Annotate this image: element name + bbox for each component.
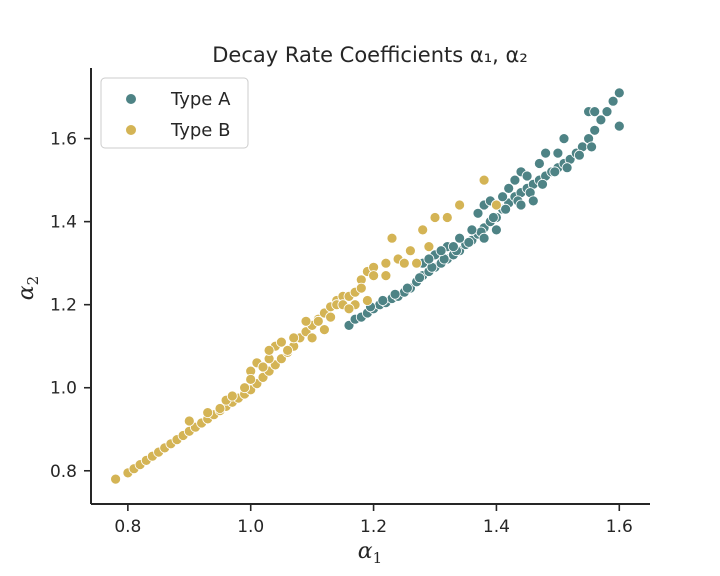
point-type-a-47: [389, 288, 401, 300]
point-type-b-76: [423, 241, 435, 253]
y-tick-label-0: 0.8: [50, 462, 77, 482]
point-type-b-46: [429, 212, 441, 223]
legend-marker-type-a: [126, 94, 136, 104]
point-type-b-65: [318, 324, 330, 336]
legend-label-type-a: Type A: [170, 89, 231, 110]
point-type-b-45: [417, 224, 429, 236]
point-type-a-77: [521, 170, 533, 182]
x-tick-label-3: 1.4: [483, 517, 510, 537]
point-type-b-71: [368, 270, 380, 282]
point-type-a-48: [401, 282, 413, 294]
y-tick-label-2: 1.2: [50, 296, 77, 316]
point-type-b-74: [398, 257, 410, 269]
point-type-b-51: [183, 415, 195, 427]
point-type-a-62: [574, 149, 585, 161]
point-type-a-53: [463, 236, 475, 248]
point-type-a-43: [607, 95, 619, 107]
point-type-a-59: [537, 178, 548, 190]
point-type-b-54: [239, 382, 251, 394]
point-type-a-68: [466, 224, 478, 236]
point-type-b-78: [282, 344, 294, 356]
legend-box: [100, 77, 249, 149]
point-type-a-55: [487, 212, 499, 223]
point-type-a-46: [377, 295, 389, 306]
x-ticks: 0.8 1.0 1.2 1.4 1.6: [114, 504, 633, 537]
point-type-b-73: [386, 232, 398, 244]
point-type-a-73: [497, 191, 509, 203]
point-type-a-61: [561, 162, 573, 174]
point-type-b-60: [275, 336, 287, 348]
point-type-a-81: [558, 133, 570, 145]
point-type-a-85: [527, 195, 539, 207]
point-type-b-72: [380, 270, 392, 282]
point-type-b-75: [411, 257, 423, 269]
point-type-a-90: [435, 245, 447, 257]
point-type-b-64: [312, 315, 324, 327]
point-type-b-61: [288, 332, 300, 344]
point-type-b-62: [300, 315, 312, 327]
point-type-a-40: [589, 124, 601, 136]
point-type-a-74: [503, 182, 515, 194]
y-tick-label-1: 1.0: [50, 379, 77, 399]
point-type-a-88: [478, 232, 490, 244]
point-type-b-63: [306, 332, 318, 344]
point-type-b-47: [441, 212, 453, 223]
point-type-b-57: [257, 361, 269, 373]
y-tick-label-4: 1.6: [50, 130, 77, 150]
point-type-a-56: [500, 203, 512, 215]
point-type-a-42: [601, 106, 613, 117]
point-type-a-89: [447, 241, 459, 253]
point-type-b-66: [325, 311, 337, 323]
point-type-b-50: [490, 199, 502, 211]
chart-title: Decay Rate Coefficients α₁, α₂: [212, 43, 528, 67]
y-ticks: 0.8 1.0 1.2 1.4 1.6: [50, 130, 91, 482]
legend: Type A Type B: [100, 77, 249, 149]
x-tick-label-0: 0.8: [114, 517, 141, 537]
points-layer: [110, 87, 625, 485]
x-tick-label-2: 1.2: [360, 517, 387, 537]
point-type-a-91: [423, 253, 435, 265]
y-tick-label-3: 1.4: [50, 213, 77, 233]
point-type-b-79: [226, 390, 238, 402]
point-type-b-70: [355, 282, 367, 294]
point-type-a-60: [549, 166, 561, 178]
point-type-a-80: [552, 147, 564, 159]
x-axis-label: α1: [358, 539, 382, 567]
point-type-a-78: [534, 158, 545, 169]
point-type-b-42: [380, 257, 392, 269]
point-type-b-44: [404, 245, 416, 257]
point-type-a-49: [414, 272, 426, 284]
point-type-b-77: [263, 344, 275, 356]
legend-label-type-b: Type B: [170, 120, 230, 141]
point-type-b-48: [454, 199, 466, 211]
x-tick-label-4: 1.6: [606, 517, 633, 537]
point-type-a-83: [589, 106, 601, 117]
x-tick-label-1: 1.0: [237, 517, 264, 537]
point-type-b-82: [343, 303, 355, 315]
point-type-a-79: [540, 147, 551, 159]
point-type-b-83: [361, 295, 373, 306]
point-type-a-87: [490, 224, 502, 236]
point-type-a-41: [595, 114, 607, 126]
point-type-b-0: [110, 473, 121, 485]
y-axis-label: α2: [14, 276, 42, 300]
point-type-a-86: [515, 199, 527, 211]
point-type-b-80: [214, 403, 226, 414]
point-type-a-67: [454, 232, 466, 244]
point-type-a-63: [586, 141, 597, 153]
point-type-b-52: [202, 407, 214, 419]
point-type-a-75: [509, 174, 521, 186]
point-type-a-84: [613, 120, 625, 132]
point-type-b-49: [478, 174, 490, 186]
point-type-b-81: [245, 373, 257, 385]
point-type-a-44: [613, 87, 625, 99]
legend-marker-type-b: [126, 125, 136, 135]
point-type-a-69: [472, 207, 484, 219]
